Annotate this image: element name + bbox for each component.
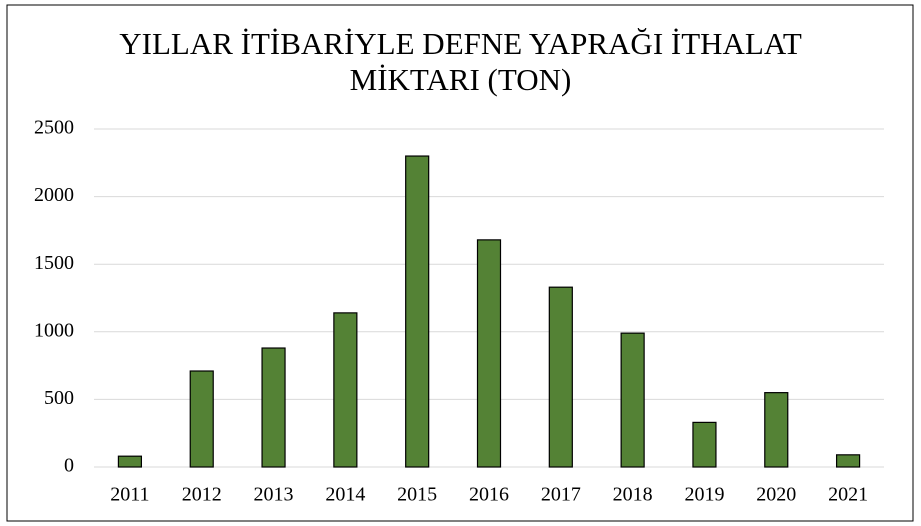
x-tick-label: 2017 (541, 484, 581, 506)
x-tick-label: 2012 (182, 484, 222, 506)
bar (189, 370, 214, 468)
bar (333, 312, 358, 468)
y-tick-label: 2000 (34, 184, 74, 206)
bar (692, 421, 717, 468)
x-tick-label: 2021 (828, 484, 868, 506)
y-tick-label: 500 (44, 387, 74, 409)
y-tick-label: 1500 (34, 252, 74, 274)
x-tick-label: 2013 (254, 484, 294, 506)
bar (764, 392, 789, 468)
x-tick-label: 2020 (756, 484, 796, 506)
y-tick-label: 1000 (34, 319, 74, 341)
x-tick-label: 2016 (469, 484, 509, 506)
bar (548, 286, 573, 468)
bar (117, 455, 143, 468)
bar (476, 239, 502, 468)
y-tick-label: 0 (64, 455, 74, 477)
x-tick-label: 2014 (325, 484, 365, 506)
chart-frame (6, 4, 914, 522)
bar (620, 332, 645, 468)
x-tick-label: 2015 (397, 484, 437, 506)
bar (261, 347, 286, 468)
x-tick-label: 2011 (110, 484, 149, 506)
bar (835, 454, 861, 468)
x-tick-label: 2019 (684, 484, 724, 506)
x-tick-label: 2018 (613, 484, 653, 506)
y-tick-label: 2500 (34, 117, 74, 139)
bar (405, 155, 430, 468)
chart-title: YILLAR İTİBARİYLE DEFNE YAPRAĞI İTHALAT … (119, 26, 802, 97)
